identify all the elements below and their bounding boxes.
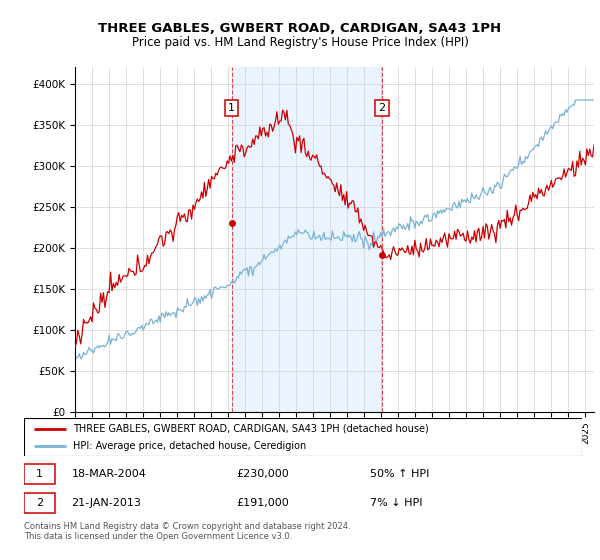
Text: £230,000: £230,000 xyxy=(236,469,289,479)
Text: 1: 1 xyxy=(36,469,43,479)
Text: 50% ↑ HPI: 50% ↑ HPI xyxy=(370,469,430,479)
Text: 21-JAN-2013: 21-JAN-2013 xyxy=(71,498,142,508)
Text: 1: 1 xyxy=(228,103,235,113)
Text: 2: 2 xyxy=(36,498,43,508)
Text: HPI: Average price, detached house, Ceredigion: HPI: Average price, detached house, Cere… xyxy=(73,441,307,451)
Text: THREE GABLES, GWBERT ROAD, CARDIGAN, SA43 1PH: THREE GABLES, GWBERT ROAD, CARDIGAN, SA4… xyxy=(98,22,502,35)
Text: Contains HM Land Registry data © Crown copyright and database right 2024.
This d: Contains HM Land Registry data © Crown c… xyxy=(24,522,350,542)
Text: 7% ↓ HPI: 7% ↓ HPI xyxy=(370,498,422,508)
Text: £191,000: £191,000 xyxy=(236,498,289,508)
FancyBboxPatch shape xyxy=(24,493,55,514)
Text: 18-MAR-2004: 18-MAR-2004 xyxy=(71,469,146,479)
FancyBboxPatch shape xyxy=(24,464,55,484)
Text: THREE GABLES, GWBERT ROAD, CARDIGAN, SA43 1PH (detached house): THREE GABLES, GWBERT ROAD, CARDIGAN, SA4… xyxy=(73,423,429,433)
FancyBboxPatch shape xyxy=(24,418,582,456)
Bar xyxy=(232,67,382,412)
Text: Price paid vs. HM Land Registry's House Price Index (HPI): Price paid vs. HM Land Registry's House … xyxy=(131,36,469,49)
Text: 2: 2 xyxy=(379,103,386,113)
